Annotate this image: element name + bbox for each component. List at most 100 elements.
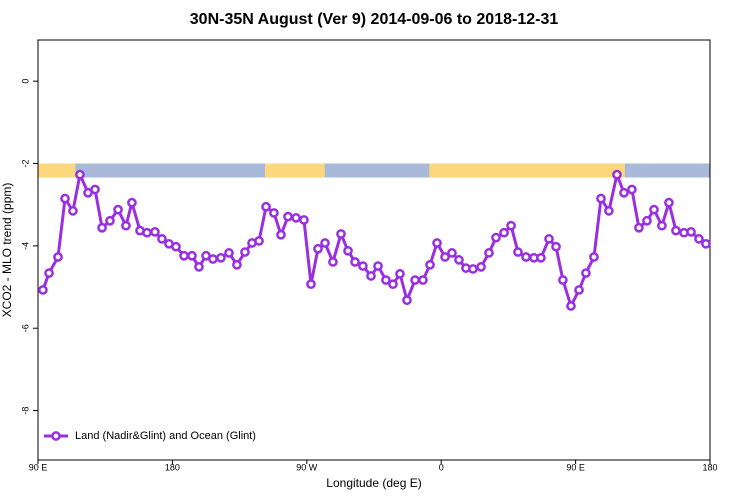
point bbox=[232, 259, 242, 270]
point bbox=[395, 269, 405, 279]
point bbox=[283, 211, 293, 222]
point bbox=[53, 252, 63, 262]
point bbox=[240, 247, 250, 257]
point bbox=[612, 169, 622, 180]
point bbox=[454, 255, 464, 265]
point bbox=[105, 215, 115, 226]
point bbox=[425, 259, 435, 270]
point bbox=[127, 197, 137, 208]
point bbox=[410, 275, 420, 285]
point bbox=[596, 193, 606, 204]
legend-label: Land (Nadir&Glint) and Ocean (Glint) bbox=[75, 430, 256, 442]
x-tick-label: 90 E bbox=[566, 462, 585, 472]
point bbox=[604, 206, 614, 216]
point bbox=[343, 245, 353, 256]
land-band bbox=[429, 163, 625, 178]
point bbox=[388, 279, 398, 290]
point bbox=[521, 252, 531, 262]
point bbox=[581, 268, 591, 278]
point bbox=[634, 222, 644, 233]
point bbox=[551, 241, 561, 252]
point bbox=[447, 248, 457, 258]
point bbox=[150, 227, 160, 237]
land-band bbox=[264, 163, 325, 178]
point bbox=[320, 238, 330, 248]
point bbox=[306, 279, 316, 290]
x-tick-label: 180 bbox=[165, 462, 180, 472]
point bbox=[276, 229, 286, 240]
point bbox=[224, 248, 234, 258]
point bbox=[194, 262, 204, 272]
point bbox=[171, 241, 181, 252]
point bbox=[566, 301, 576, 311]
point bbox=[574, 285, 584, 295]
point bbox=[694, 234, 704, 244]
point bbox=[671, 225, 681, 236]
x-tick-label: 0 bbox=[439, 462, 444, 472]
point bbox=[536, 252, 546, 263]
point bbox=[336, 229, 346, 239]
point bbox=[208, 254, 218, 264]
point bbox=[381, 275, 391, 285]
series-line bbox=[41, 169, 707, 310]
point bbox=[418, 275, 428, 285]
point bbox=[432, 238, 442, 248]
y-tick-label: -2 bbox=[20, 160, 30, 168]
point bbox=[627, 184, 637, 195]
point bbox=[121, 220, 131, 231]
point bbox=[657, 220, 667, 231]
point bbox=[68, 206, 78, 216]
y-tick-label: -8 bbox=[20, 407, 30, 415]
point bbox=[358, 261, 368, 271]
point bbox=[468, 264, 478, 274]
x-tick-label: 90 E bbox=[29, 462, 48, 472]
point bbox=[350, 257, 360, 267]
point bbox=[60, 193, 70, 204]
point bbox=[619, 187, 629, 198]
point bbox=[558, 275, 568, 285]
point bbox=[506, 220, 516, 231]
point bbox=[491, 232, 501, 243]
point bbox=[366, 271, 376, 281]
point bbox=[373, 261, 383, 271]
x-axis-label: Longitude (deg E) bbox=[326, 476, 421, 490]
point bbox=[589, 252, 599, 262]
point bbox=[513, 247, 523, 257]
point bbox=[440, 252, 450, 262]
point bbox=[113, 204, 123, 215]
point bbox=[291, 213, 301, 223]
point bbox=[313, 243, 323, 254]
land-band bbox=[38, 163, 76, 178]
legend-marker bbox=[51, 431, 61, 441]
y-tick-label: 0 bbox=[20, 79, 30, 84]
point bbox=[544, 234, 554, 244]
point bbox=[179, 250, 189, 261]
point bbox=[157, 234, 167, 244]
y-axis-label: XCO2 - MLO trend (ppm) bbox=[0, 183, 14, 318]
point bbox=[38, 285, 48, 295]
plot-frame bbox=[37, 39, 711, 461]
x-tick-label: 90 W bbox=[296, 462, 318, 472]
point bbox=[476, 262, 486, 272]
y-tick-label: -6 bbox=[20, 324, 30, 332]
point bbox=[499, 227, 509, 238]
point bbox=[44, 268, 54, 278]
point bbox=[642, 215, 652, 226]
point bbox=[142, 227, 152, 238]
point bbox=[75, 169, 85, 180]
point bbox=[484, 248, 494, 258]
point bbox=[299, 215, 309, 225]
point bbox=[97, 222, 107, 233]
point bbox=[328, 257, 338, 267]
y-tick-label: -4 bbox=[20, 242, 30, 250]
point bbox=[686, 227, 696, 237]
point bbox=[261, 201, 271, 212]
chart-title: 30N-35N August (Ver 9) 2014-09-06 to 201… bbox=[190, 11, 559, 28]
point bbox=[269, 208, 279, 218]
point bbox=[187, 250, 197, 261]
point bbox=[90, 184, 100, 195]
point bbox=[216, 252, 226, 263]
point bbox=[402, 295, 412, 306]
